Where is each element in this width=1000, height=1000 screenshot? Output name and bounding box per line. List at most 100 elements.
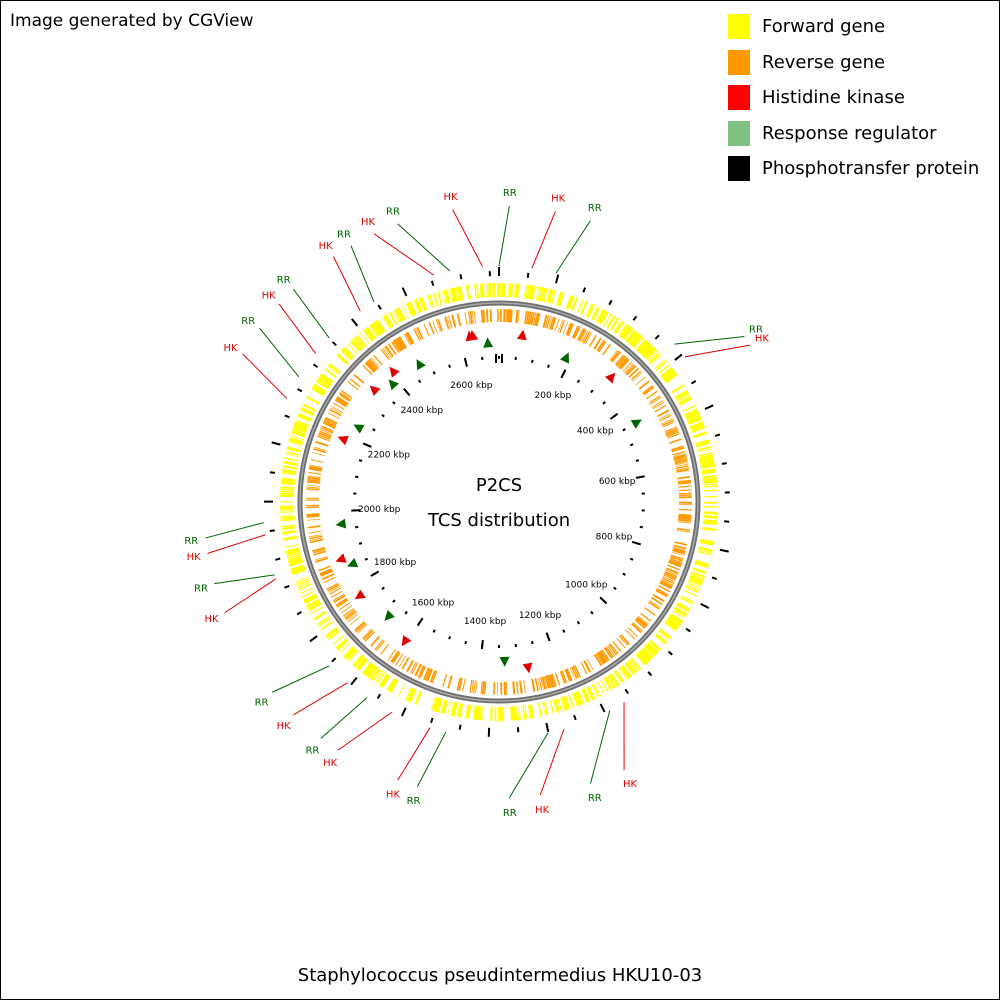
reverse-gene-mark <box>330 407 343 415</box>
forward-gene-mark <box>282 465 297 470</box>
reverse-gene-mark <box>334 399 347 408</box>
forward-gene-mark <box>700 463 716 469</box>
forward-gene-mark <box>280 514 295 518</box>
forward-gene-mark <box>697 550 712 556</box>
outer-track-mark <box>350 318 359 327</box>
forward-gene-mark <box>699 455 714 462</box>
reverse-gene-mark <box>370 357 380 368</box>
reverse-gene-mark <box>508 309 512 323</box>
scale-minor-tick <box>629 443 634 447</box>
histidine-kinase-marker <box>516 329 527 341</box>
reverse-gene-mark <box>306 488 320 491</box>
forward-gene-mark <box>282 535 298 541</box>
legend-item-phosphotransfer-protein: Phosphotransfer protein <box>728 151 979 187</box>
forward-gene-mark <box>476 284 479 299</box>
forward-gene-mark <box>342 347 354 359</box>
forward-gene-mark <box>682 404 696 413</box>
reverse-gene-mark <box>411 662 419 675</box>
callout-line <box>397 727 431 781</box>
forward-gene-mark <box>466 704 472 719</box>
forward-gene-mark <box>695 441 711 448</box>
response-regulator-marker <box>483 337 494 348</box>
scale-minor-tick <box>531 640 534 645</box>
reverse-gene-mark <box>675 461 688 466</box>
forward-gene-mark <box>436 291 443 306</box>
reverse-gene-mark <box>557 319 564 333</box>
forward-gene-mark <box>292 429 306 435</box>
forward-gene-mark <box>605 676 614 690</box>
reverse-gene-mark <box>570 666 578 679</box>
reverse-gene-mark <box>306 486 320 489</box>
forward-gene-mark <box>363 663 375 676</box>
forward-gene-mark <box>636 339 648 352</box>
reverse-gene-mark <box>312 549 326 554</box>
forward-gene-mark <box>564 695 571 710</box>
forward-gene-mark <box>591 306 600 320</box>
forward-gene-mark <box>580 689 589 703</box>
forward-gene-mark <box>597 681 605 695</box>
legend-item-response-regulator: Response regulator <box>728 116 979 152</box>
reverse-gene-mark <box>482 309 486 323</box>
forward-gene-mark <box>392 309 401 323</box>
reverse-gene-mark <box>580 661 588 675</box>
scale-tick-label: 1400 kbp <box>464 617 507 627</box>
legend-label: Response regulator <box>762 122 937 144</box>
forward-gene-mark <box>390 679 399 693</box>
forward-gene-mark <box>383 314 393 329</box>
forward-gene-mark <box>372 321 383 335</box>
reverse-gene-mark <box>554 672 561 686</box>
scale-minor-tick <box>358 459 363 462</box>
forward-gene-mark <box>294 422 308 430</box>
organism-name: Staphylococcus pseudintermedius HKU10-03 <box>297 965 703 986</box>
reverse-gene-mark <box>546 315 551 329</box>
forward-gene-mark <box>591 684 600 698</box>
forward-gene-mark <box>643 346 655 359</box>
reverse-gene-mark <box>578 328 586 342</box>
reverse-gene-mark <box>619 634 631 645</box>
reverse-gene-mark <box>673 452 686 457</box>
forward-gene-mark <box>357 658 369 671</box>
reverse-gene-mark <box>327 584 340 592</box>
reverse-gene-mark <box>464 311 468 325</box>
forward-gene-mark <box>702 478 717 483</box>
reverse-gene-mark <box>331 590 343 598</box>
forward-gene-mark <box>686 584 700 591</box>
forward-gene-mark <box>685 585 699 594</box>
forward-gene-mark <box>703 515 718 519</box>
forward-gene-mark <box>280 509 295 511</box>
reverse-gene-mark <box>322 421 336 429</box>
forward-gene-mark <box>280 492 295 495</box>
scale-minor-tick <box>629 557 634 561</box>
scale-major-tick <box>403 387 411 397</box>
callout-label: HK <box>223 343 238 354</box>
scale-major-tick <box>599 596 608 605</box>
reverse-gene-mark <box>442 674 448 687</box>
reverse-gene-mark <box>646 390 658 400</box>
forward-gene-mark <box>364 328 375 341</box>
forward-gene-mark <box>280 481 295 486</box>
reverse-gene-mark <box>612 641 622 652</box>
forward-gene-mark <box>285 453 300 458</box>
reverse-gene-mark <box>480 681 483 695</box>
forward-gene-mark <box>405 303 413 317</box>
forward-gene-mark <box>318 376 332 387</box>
forward-gene-mark <box>280 511 295 513</box>
reverse-gene-mark <box>656 409 670 418</box>
forward-gene-mark <box>458 703 464 718</box>
forward-gene-mark <box>409 301 417 316</box>
forward-gene-mark <box>327 629 339 639</box>
reverse-gene-mark <box>370 635 381 647</box>
forward-gene-mark <box>636 652 648 665</box>
forward-gene-mark <box>465 285 470 300</box>
forward-gene-mark <box>440 699 446 714</box>
reverse-gene-mark <box>409 661 417 674</box>
reverse-gene-mark <box>392 340 401 352</box>
forward-gene-mark <box>667 616 681 627</box>
reverse-gene-mark <box>654 404 667 413</box>
forward-gene-mark <box>552 699 559 714</box>
reverse-gene-mark <box>573 326 581 339</box>
callout-label: RR <box>386 207 400 218</box>
reverse-gene-mark <box>319 430 332 437</box>
legend-swatch-response-regulator <box>728 120 750 146</box>
reverse-gene-mark <box>473 310 477 324</box>
